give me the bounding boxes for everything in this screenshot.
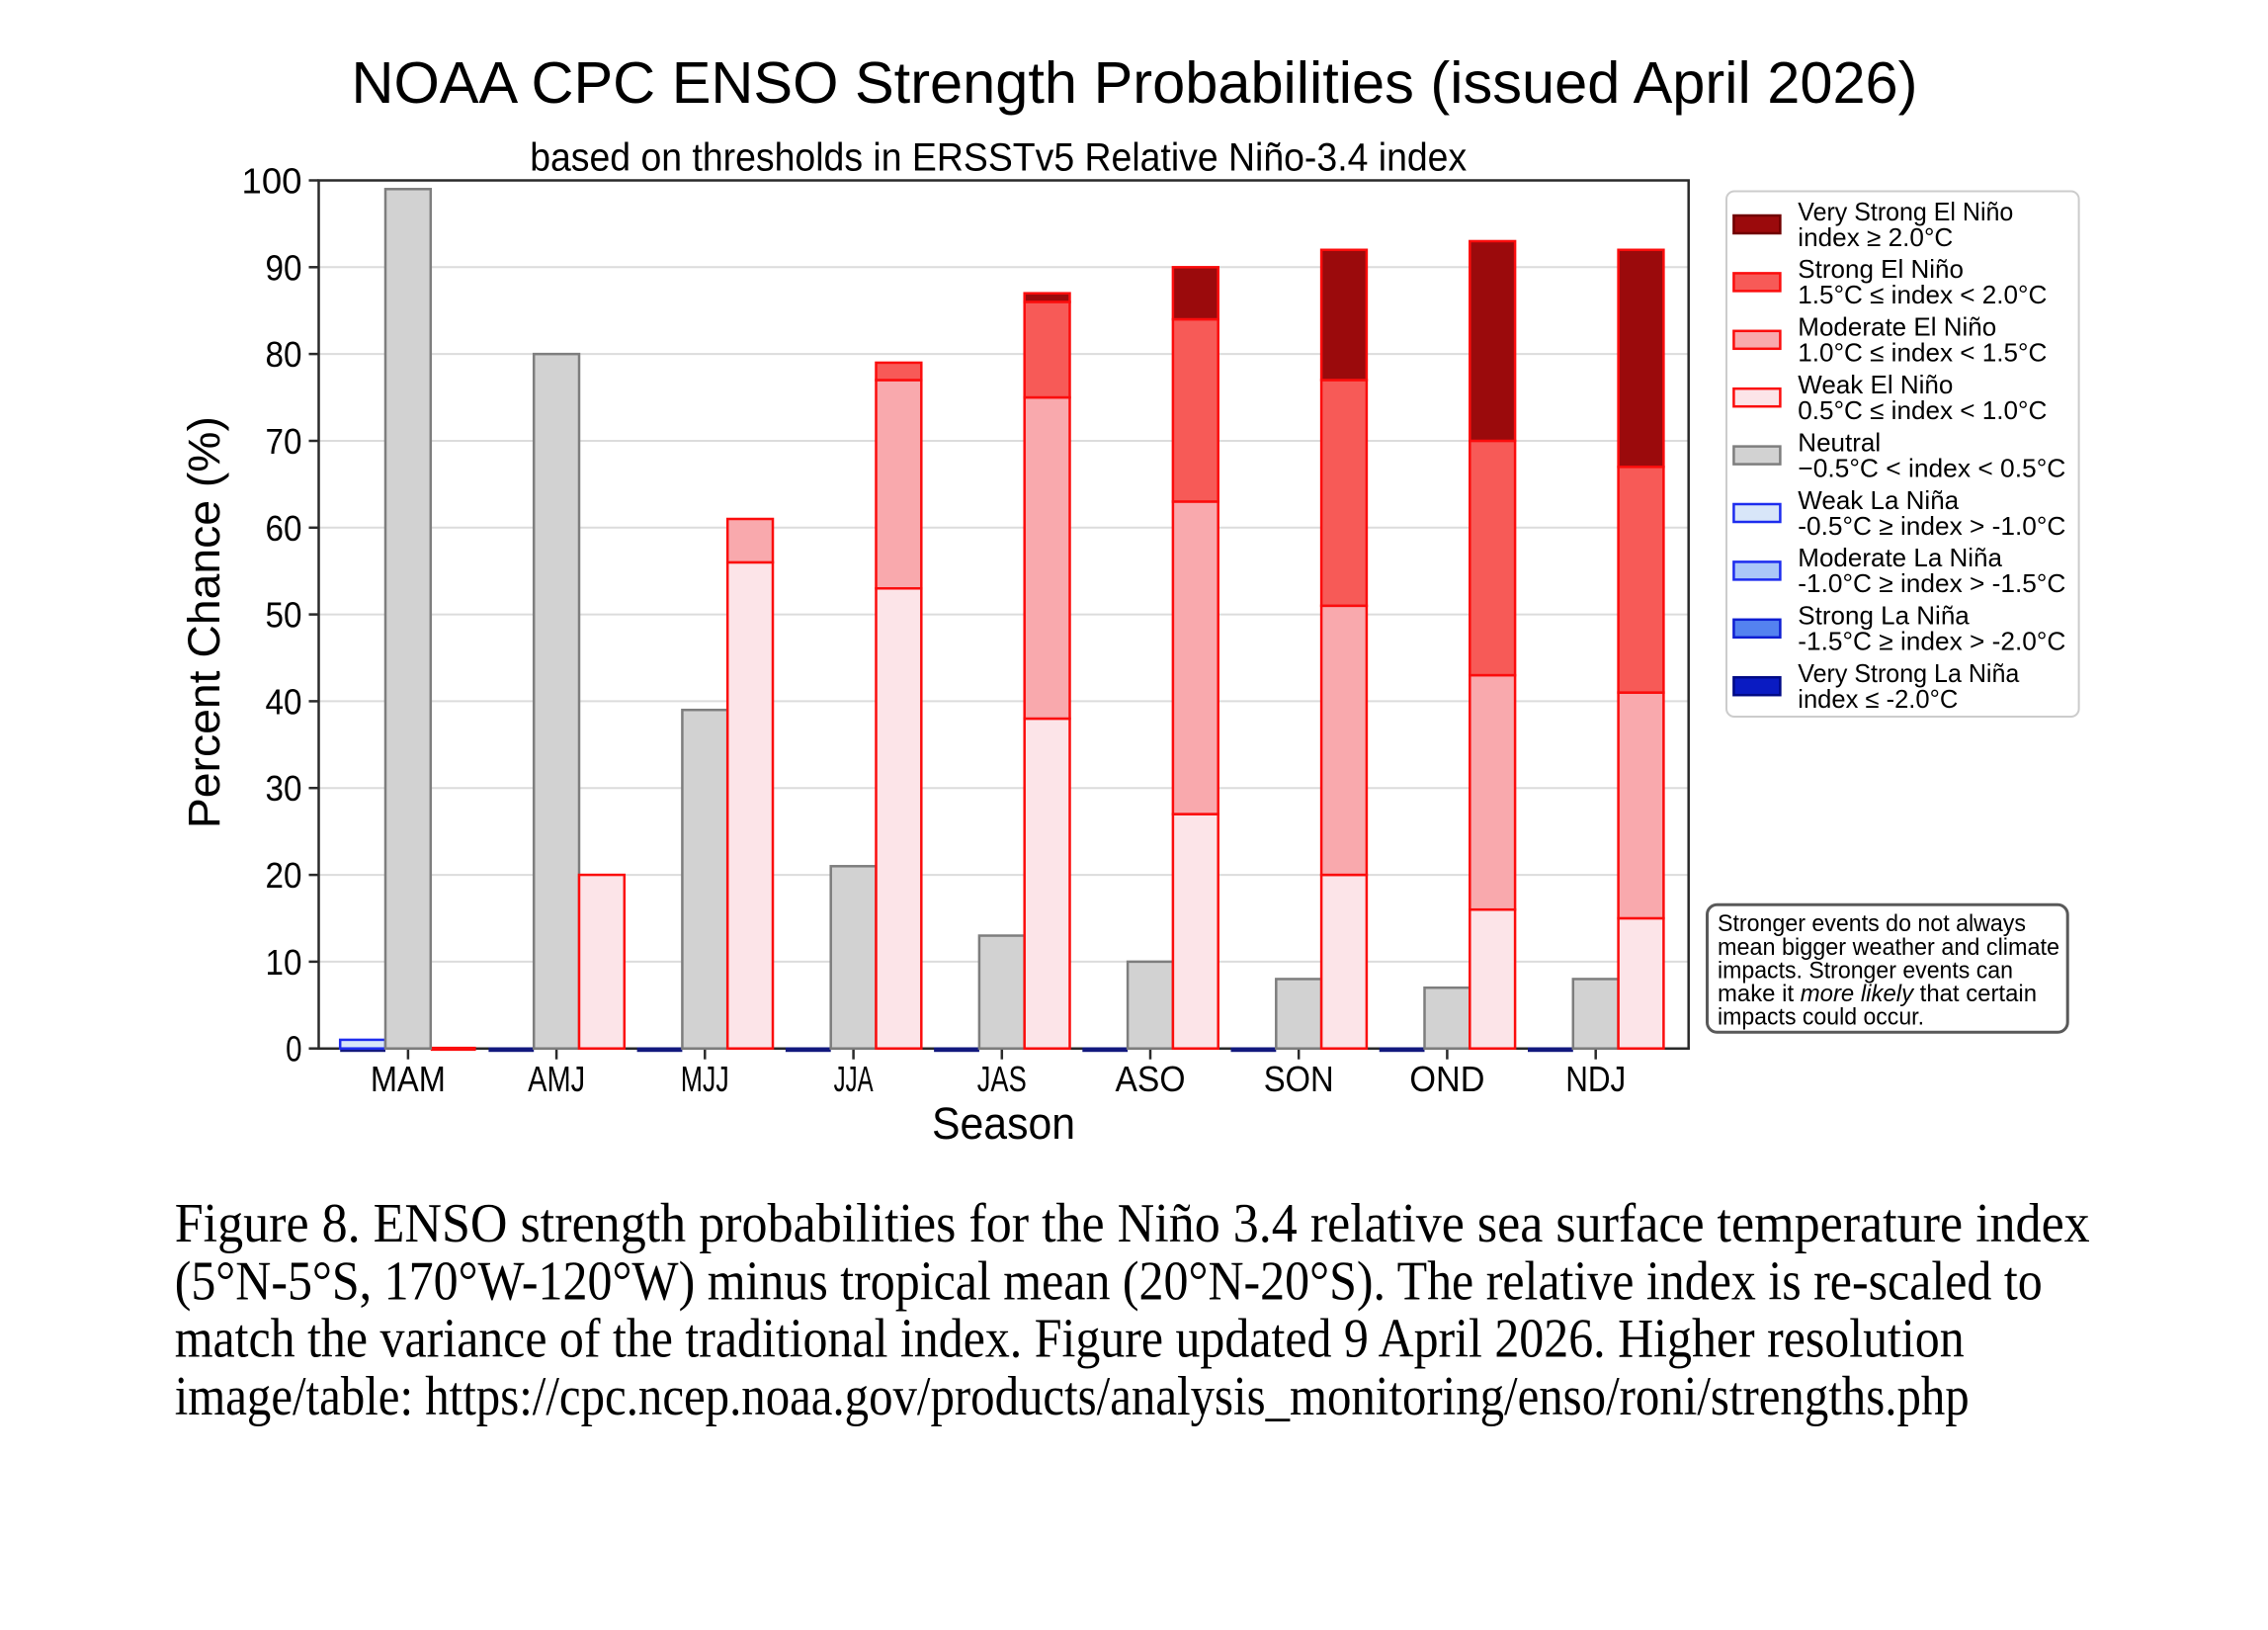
svg-text:Very Strong El Niño: Very Strong El Niño: [1798, 197, 2013, 226]
svg-text:Weak El Niño: Weak El Niño: [1798, 370, 1953, 399]
svg-text:1.5°C ≤ index < 2.0°C: 1.5°C ≤ index < 2.0°C: [1798, 280, 2047, 309]
svg-text:Figure 8. ENSO strength probab: Figure 8. ENSO strength probabilities fo…: [175, 1193, 2090, 1254]
svg-text:Stronger events do not always: Stronger events do not always: [1718, 910, 2026, 937]
svg-text:Strong El Niño: Strong El Niño: [1798, 254, 1964, 284]
svg-text:-1.5°C ≥ index > -2.0°C: -1.5°C ≥ index > -2.0°C: [1798, 627, 2065, 656]
svg-text:based on thresholds in ERSSTv5: based on thresholds in ERSSTv5 Relative …: [530, 135, 1467, 179]
svg-text:Moderate El Niño: Moderate El Niño: [1798, 312, 1996, 342]
svg-text:20: 20: [266, 855, 302, 896]
svg-text:index ≤ -2.0°C: index ≤ -2.0°C: [1798, 684, 1958, 714]
svg-text:60: 60: [266, 508, 302, 549]
svg-text:-1.0°C ≥ index > -1.5°C: -1.0°C ≥ index > -1.5°C: [1798, 568, 2065, 598]
svg-text:70: 70: [266, 421, 302, 462]
svg-text:Very Strong La Niña: Very Strong La Niña: [1798, 658, 2020, 688]
svg-text:Moderate La Niña: Moderate La Niña: [1798, 543, 2002, 572]
svg-text:MAM: MAM: [371, 1059, 446, 1099]
svg-text:80: 80: [266, 334, 302, 375]
svg-text:NDJ: NDJ: [1565, 1059, 1626, 1099]
svg-text:JJA: JJA: [834, 1059, 874, 1099]
svg-text:impacts could occur.: impacts could occur.: [1718, 1004, 1924, 1031]
svg-text:match the variance of the trad: match the variance of the traditional in…: [175, 1309, 1965, 1370]
svg-text:JAS: JAS: [977, 1059, 1027, 1099]
svg-text:40: 40: [266, 681, 302, 722]
svg-text:90: 90: [266, 247, 302, 288]
svg-text:Strong La Niña: Strong La Niña: [1798, 601, 1970, 631]
svg-text:30: 30: [266, 768, 302, 809]
svg-text:MJJ: MJJ: [681, 1059, 729, 1099]
svg-text:Percent Chance (%): Percent Chance (%): [179, 416, 229, 828]
svg-text:OND: OND: [1409, 1059, 1484, 1099]
svg-text:10: 10: [266, 942, 302, 983]
svg-text:AMJ: AMJ: [528, 1059, 585, 1099]
svg-text:index ≥ 2.0°C: index ≥ 2.0°C: [1798, 222, 1953, 252]
svg-text:impacts. Stronger events can: impacts. Stronger events can: [1718, 957, 2013, 984]
svg-text:make it more likely that certa: make it more likely that certain: [1718, 981, 2037, 1007]
svg-text:50: 50: [266, 595, 302, 636]
svg-text:Season: Season: [932, 1098, 1075, 1149]
svg-text:(5°N-5°S, 170°W-120°W) minus t: (5°N-5°S, 170°W-120°W) minus tropical me…: [175, 1250, 2043, 1312]
svg-text:ASO: ASO: [1116, 1059, 1186, 1099]
svg-text:NOAA CPC ENSO Strength Probabi: NOAA CPC ENSO Strength Probabilities (is…: [352, 49, 1918, 116]
svg-text:0.5°C ≤ index < 1.0°C: 0.5°C ≤ index < 1.0°C: [1798, 395, 2047, 425]
svg-text:image/table: https://cpc.ncep.: image/table: https://cpc.ncep.noaa.gov/p…: [175, 1366, 1970, 1427]
svg-text:1.0°C ≤ index < 1.5°C: 1.0°C ≤ index < 1.5°C: [1798, 338, 2047, 368]
svg-text:mean bigger weather and climat: mean bigger weather and climate: [1718, 934, 2059, 961]
svg-text:-0.5°C ≥ index > -1.0°C: -0.5°C ≥ index > -1.0°C: [1798, 511, 2065, 541]
svg-text:0: 0: [286, 1029, 301, 1070]
svg-text:−0.5°C < index < 0.5°C: −0.5°C < index < 0.5°C: [1798, 453, 2065, 482]
svg-text:SON: SON: [1264, 1059, 1334, 1099]
svg-text:Weak La Niña: Weak La Niña: [1798, 485, 1959, 515]
svg-text:100: 100: [242, 161, 302, 202]
svg-text:Neutral: Neutral: [1798, 427, 1881, 457]
